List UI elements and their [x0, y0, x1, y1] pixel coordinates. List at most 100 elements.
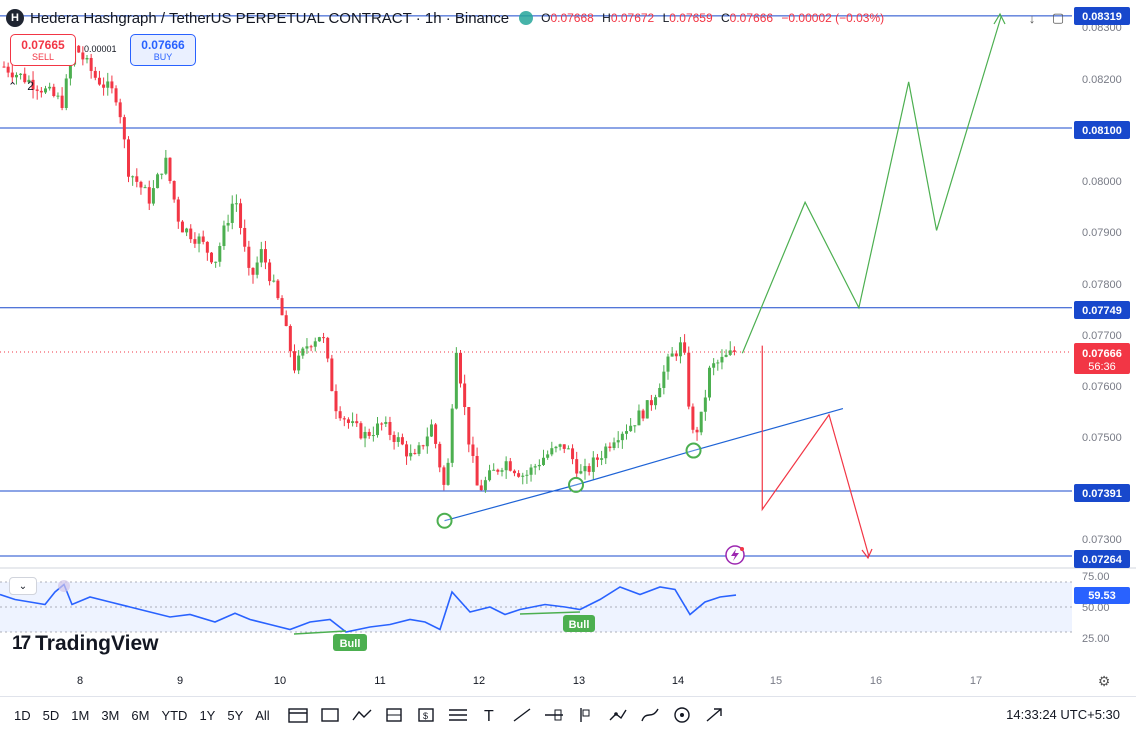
- brush-icon[interactable]: [635, 702, 665, 728]
- candle-body: [662, 371, 666, 388]
- rsi-bull-tag-2[interactable]: Bull: [563, 615, 595, 632]
- candle-body: [583, 466, 587, 472]
- bearish-projection-path[interactable]: [761, 345, 870, 557]
- timeframe-1d[interactable]: 1D: [14, 707, 31, 723]
- candle-body: [670, 353, 674, 357]
- candle-body: [210, 252, 213, 263]
- long-position-icon[interactable]: [379, 702, 409, 728]
- candle-body: [106, 81, 110, 88]
- timeframe-ytd[interactable]: YTD: [161, 707, 188, 723]
- short-position-icon[interactable]: $: [411, 702, 441, 728]
- candle-body: [708, 367, 711, 398]
- candle-body: [724, 354, 728, 357]
- candle-body: [595, 457, 599, 460]
- arrow-down-icon[interactable]: ↓: [1028, 10, 1036, 26]
- bar-countdown: 56:36: [1088, 361, 1116, 373]
- candle-body: [612, 442, 616, 449]
- rsi-collapse-button[interactable]: ⌄: [9, 577, 37, 595]
- candle-body: [60, 95, 64, 108]
- trendline-icon[interactable]: [507, 702, 537, 728]
- path-icon[interactable]: [347, 702, 377, 728]
- trendline-touch-marker[interactable]: [685, 442, 702, 459]
- measure-icon[interactable]: [667, 702, 697, 728]
- candle-body: [728, 350, 732, 355]
- price-chart[interactable]: Bull Bull 0.08300 0.08200 0.08000 0.0790…: [0, 0, 1136, 696]
- maximize-pane-icon[interactable]: ▢: [1051, 10, 1065, 25]
- candle-body: [537, 464, 541, 467]
- time-tick: 13: [573, 675, 585, 687]
- arrow-icon[interactable]: [699, 702, 729, 728]
- candle-body: [127, 139, 130, 177]
- flash-alert-icon[interactable]: [725, 545, 745, 565]
- price-tick: 0.07900: [1082, 227, 1122, 239]
- buy-button[interactable]: 0.07666 BUY: [130, 34, 196, 66]
- support-trendline[interactable]: [444, 407, 844, 522]
- candle-body: [604, 446, 608, 459]
- rsi-bull-tag-1[interactable]: Bull: [333, 634, 367, 651]
- fib-icon[interactable]: [539, 702, 569, 728]
- polyline-icon[interactable]: [603, 702, 633, 728]
- symbol-title[interactable]: Hedera Hashgraph / TetherUS PERPETUAL CO…: [30, 9, 510, 27]
- candle-body: [512, 470, 516, 474]
- text-icon[interactable]: T: [475, 702, 505, 728]
- candle-body: [118, 102, 122, 118]
- price-tick: 0.08200: [1082, 74, 1122, 86]
- rsi-axis[interactable]: 75.00 50.00 25.00 59.53: [1074, 571, 1130, 645]
- timeframe-6m[interactable]: 6M: [131, 707, 150, 723]
- bullish-projection-path[interactable]: [741, 15, 1002, 354]
- timeframe-3m[interactable]: 3M: [101, 707, 120, 723]
- candle-body: [695, 429, 699, 433]
- timeframe-5d[interactable]: 5D: [42, 707, 60, 723]
- candle-body: [475, 455, 479, 486]
- candle-body: [371, 435, 375, 437]
- indicators-toggle[interactable]: ⌃ 2: [8, 76, 34, 96]
- timeframe-5y[interactable]: 5Y: [227, 707, 244, 723]
- candle-body: [471, 444, 475, 456]
- tradingview-logo[interactable]: 17 TradingView: [12, 632, 158, 656]
- chevron-down-icon: ⌄: [18, 580, 28, 592]
- timeframe-1y[interactable]: 1Y: [199, 707, 216, 723]
- candle-body: [168, 157, 172, 181]
- candle-body: [68, 64, 72, 79]
- svg-text:$: $: [423, 711, 428, 721]
- pane-controls: ↓ ▢: [1020, 8, 1070, 28]
- candle-body: [384, 421, 388, 424]
- candle-body: [201, 236, 205, 242]
- settings-gear-icon[interactable]: ⚙: [1097, 672, 1111, 689]
- rsi-divergence-line-1: [293, 630, 347, 635]
- candle-body: [376, 423, 379, 436]
- trendline-touch-marker[interactable]: [568, 476, 585, 493]
- eye-icon[interactable]: [519, 11, 534, 25]
- candle-body: [566, 448, 570, 450]
- drawing-tools: $ T: [282, 702, 730, 728]
- trendline-touch-marker[interactable]: [436, 512, 453, 529]
- candle-body: [135, 176, 139, 182]
- candle-body: [542, 457, 545, 465]
- time-axis[interactable]: 8 9 10 11 12 13 14 15 16 17: [77, 675, 982, 687]
- sell-button[interactable]: 0.07665 SELL: [10, 34, 76, 66]
- candle-body: [442, 467, 446, 485]
- candle-body: [654, 397, 658, 406]
- price-tick: 0.07700: [1082, 330, 1122, 342]
- candle-body: [234, 203, 238, 205]
- candle-body: [172, 180, 176, 200]
- bars-pattern-icon[interactable]: [571, 702, 601, 728]
- candle-body: [608, 446, 612, 449]
- candle-body: [214, 261, 218, 263]
- channel-icon[interactable]: [443, 702, 473, 728]
- utc-clock[interactable]: 14:33:24 UTC+5:30: [1006, 707, 1120, 722]
- candle-body: [500, 470, 504, 472]
- price-axis[interactable]: 0.08300 0.08200 0.08000 0.07900 0.07800 …: [1074, 7, 1130, 568]
- rsi-indicator-marker[interactable]: [58, 580, 70, 592]
- candle-body: [438, 443, 442, 468]
- timeframe-all[interactable]: All: [255, 707, 270, 723]
- rectangle-icon[interactable]: [315, 702, 345, 728]
- candle-body: [31, 79, 35, 90]
- candle-body: [35, 89, 39, 91]
- rsi-tick: 25.00: [1082, 633, 1110, 645]
- candle-body: [658, 387, 662, 398]
- date-range-icon[interactable]: [283, 702, 313, 728]
- candle-body: [687, 352, 691, 407]
- timeframe-1m[interactable]: 1M: [71, 707, 90, 723]
- candle-body: [525, 474, 529, 476]
